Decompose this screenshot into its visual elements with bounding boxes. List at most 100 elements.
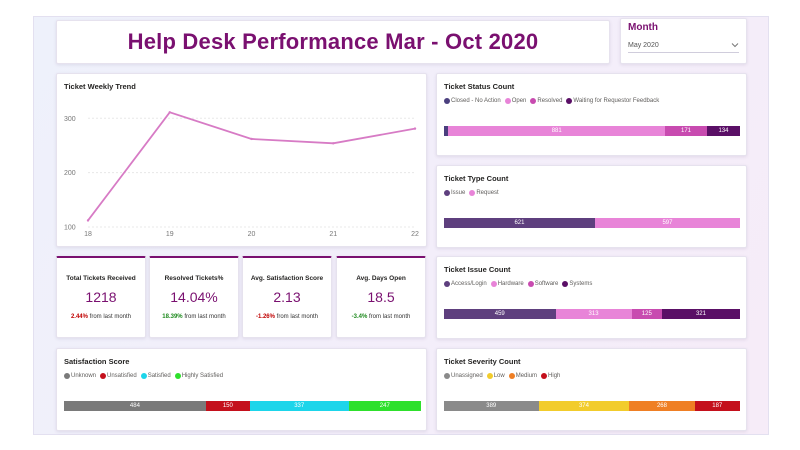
legend-item[interactable]: Highly Satisfied bbox=[174, 373, 224, 379]
kpi-change-line: 2.44% from last month bbox=[57, 314, 145, 320]
satisfaction-legend: Unknown Unsatisfied Satisfied Highly Satisf… bbox=[64, 373, 223, 379]
legend-label: Software bbox=[534, 281, 559, 287]
bar-segment[interactable]: 621 bbox=[444, 218, 595, 228]
legend-label: Resolved bbox=[537, 98, 563, 104]
legend-item[interactable]: Medium bbox=[508, 373, 537, 379]
legend-item[interactable]: Systems bbox=[562, 281, 592, 287]
severity-legend: Unassigned Low Medium High bbox=[444, 373, 560, 379]
bar-segment[interactable]: 597 bbox=[594, 218, 740, 228]
legend-item[interactable]: Unassigned bbox=[444, 373, 483, 379]
legend-item[interactable]: Open bbox=[504, 98, 526, 104]
weekly-trend-chart: 100 200 300 18 19 20 21 22 bbox=[64, 111, 419, 238]
bar-segment[interactable] bbox=[444, 126, 449, 136]
status-bar: 881 171 134 bbox=[444, 126, 740, 136]
kpi-value: 14.04% bbox=[170, 289, 218, 305]
bar-segment[interactable]: 374 bbox=[538, 401, 630, 411]
bar-segment[interactable]: 484 bbox=[64, 401, 206, 411]
issue-title: Ticket Issue Count bbox=[444, 265, 511, 274]
satisfaction-title: Satisfaction Score bbox=[64, 357, 130, 366]
severity-card: Ticket Severity Count Unassigned Low Mediu… bbox=[436, 348, 747, 431]
legend-item[interactable]: Unsatisfied bbox=[100, 373, 137, 379]
legend-dot-icon bbox=[527, 281, 534, 287]
legend-label: Closed - No Action bbox=[451, 98, 501, 104]
page-title: Help Desk Performance Mar - Oct 2020 bbox=[127, 29, 539, 54]
legend-label: High bbox=[548, 373, 561, 379]
legend-label: Highly Satisfied bbox=[181, 373, 224, 379]
legend-item[interactable]: Waiting for Requestor Feedback bbox=[566, 98, 659, 104]
kpi-change-suffix: from last month bbox=[276, 314, 319, 320]
trend-line[interactable] bbox=[87, 111, 416, 222]
x-tick-label: 19 bbox=[166, 231, 174, 238]
legend-label: Unknown bbox=[71, 373, 97, 379]
legend-dot-icon bbox=[541, 373, 548, 379]
bar-segment[interactable]: 247 bbox=[348, 401, 421, 411]
status-card: Ticket Status Count Closed - No Action Op… bbox=[436, 73, 747, 156]
y-tick-label: 100 bbox=[64, 225, 76, 232]
trend-point[interactable] bbox=[250, 137, 253, 141]
weekly-trend-card: Ticket Weekly Trend 100 200 300 18 19 20 21 22 bbox=[56, 73, 427, 247]
bar-segment[interactable]: 268 bbox=[629, 401, 695, 411]
legend-dot-icon bbox=[504, 98, 511, 104]
legend-item[interactable]: High bbox=[541, 373, 560, 379]
legend-label: Issue bbox=[451, 190, 466, 196]
legend-label: Unsatisfied bbox=[107, 373, 137, 379]
legend-item[interactable]: Resolved bbox=[530, 98, 562, 104]
issue-legend: Access/Login Hardware Software Systems bbox=[444, 281, 592, 287]
legend-dot-icon bbox=[486, 373, 493, 379]
legend-item[interactable]: Issue bbox=[444, 190, 465, 196]
legend-label: Access/Login bbox=[451, 281, 487, 287]
trend-point[interactable] bbox=[332, 142, 335, 145]
bar-segment[interactable]: 125 bbox=[631, 309, 662, 319]
kpi-resolved-tickets: Resolved Tickets% 14.04% 18.39% from las… bbox=[149, 256, 239, 338]
month-slicer-label: Month bbox=[628, 22, 658, 33]
legend-item[interactable]: Access/Login bbox=[444, 281, 487, 287]
x-tick-label: 21 bbox=[329, 231, 337, 238]
trend-point[interactable] bbox=[86, 219, 90, 222]
kpi-title: Avg. Satisfaction Score bbox=[250, 275, 324, 282]
y-tick-label: 300 bbox=[64, 116, 76, 123]
month-dropdown[interactable]: May 2020 bbox=[628, 38, 739, 53]
legend-item[interactable]: Low bbox=[486, 373, 505, 379]
type-bar: 621 597 bbox=[444, 218, 740, 228]
severity-title: Ticket Severity Count bbox=[444, 357, 521, 366]
legend-item[interactable]: Closed - No Action bbox=[444, 98, 501, 104]
kpi-change: -3.4% bbox=[351, 314, 368, 320]
trend-point[interactable] bbox=[168, 111, 171, 114]
kpi-satisfaction-score: Avg. Satisfaction Score 2.13 -1.26% from… bbox=[242, 256, 332, 338]
issue-bar: 459 313 125 321 bbox=[444, 309, 740, 319]
legend-item[interactable]: Software bbox=[527, 281, 559, 287]
legend-dot-icon bbox=[140, 373, 147, 379]
legend-item[interactable]: Unknown bbox=[64, 373, 96, 379]
bar-segment[interactable]: 337 bbox=[249, 401, 349, 411]
kpi-title: Total Tickets Received bbox=[66, 275, 136, 282]
x-tick-label: 20 bbox=[248, 231, 256, 238]
legend-item[interactable]: Satisfied bbox=[140, 373, 171, 379]
x-tick-label: 22 bbox=[411, 231, 419, 238]
kpi-days-open: Avg. Days Open 18.5 -3.4% from last mont… bbox=[336, 256, 426, 338]
legend-item[interactable]: Request bbox=[469, 190, 499, 196]
legend-label: Systems bbox=[569, 281, 593, 287]
legend-dot-icon bbox=[508, 373, 515, 379]
trend-point[interactable] bbox=[413, 127, 417, 130]
legend-dot-icon bbox=[64, 373, 70, 379]
kpi-change-line: -3.4% from last month bbox=[337, 314, 425, 320]
kpi-change-line: 18.39% from last month bbox=[150, 314, 238, 320]
legend-item[interactable]: Hardware bbox=[490, 281, 524, 287]
bar-segment[interactable]: 313 bbox=[555, 309, 632, 319]
legend-label: Low bbox=[493, 373, 505, 379]
bar-segment[interactable]: 171 bbox=[665, 126, 708, 136]
legend-dot-icon bbox=[174, 373, 181, 379]
legend-label: Hardware bbox=[497, 281, 524, 287]
bar-segment[interactable]: 881 bbox=[448, 126, 665, 136]
kpi-total-tickets: Total Tickets Received 1218 2.44% from l… bbox=[56, 256, 146, 338]
type-card: Ticket Type Count Issue Request 621 597 bbox=[436, 165, 747, 248]
bar-segment[interactable]: 321 bbox=[661, 309, 740, 319]
bar-segment[interactable]: 459 bbox=[444, 309, 556, 319]
bar-segment[interactable]: 150 bbox=[205, 401, 250, 411]
bar-segment[interactable]: 187 bbox=[694, 401, 740, 411]
y-tick-label: 200 bbox=[64, 170, 76, 177]
bar-segment[interactable]: 389 bbox=[444, 401, 539, 411]
kpi-change-line: -1.26% from last month bbox=[243, 314, 331, 320]
bar-segment[interactable]: 134 bbox=[707, 126, 740, 136]
status-title: Ticket Status Count bbox=[444, 82, 515, 91]
